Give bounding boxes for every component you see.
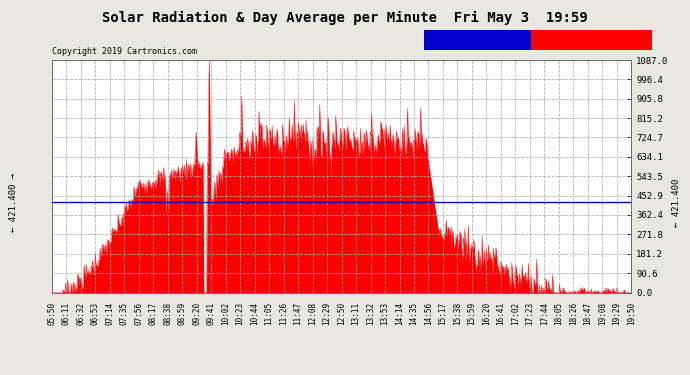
Text: 12:29: 12:29 (322, 302, 332, 325)
Text: 08:59: 08:59 (177, 302, 187, 325)
Text: Median  (W/m2): Median (W/m2) (440, 35, 515, 44)
Text: 06:53: 06:53 (90, 302, 100, 325)
Text: 18:47: 18:47 (583, 302, 593, 325)
Text: 17:44: 17:44 (540, 302, 549, 325)
Text: 16:41: 16:41 (496, 302, 506, 325)
Text: 10:23: 10:23 (235, 302, 245, 325)
Text: ← 421.400 →: ← 421.400 → (9, 173, 19, 232)
Text: 17:02: 17:02 (511, 302, 520, 325)
Text: ← 421.400: ← 421.400 (671, 178, 681, 226)
Text: 18:26: 18:26 (569, 302, 578, 325)
Text: 17:23: 17:23 (525, 302, 535, 325)
Text: 09:20: 09:20 (192, 302, 201, 325)
Text: 14:56: 14:56 (424, 302, 433, 325)
Text: 10:44: 10:44 (250, 302, 259, 325)
Text: 14:35: 14:35 (409, 302, 419, 325)
Text: 05:50: 05:50 (47, 302, 57, 325)
Text: 13:32: 13:32 (366, 302, 375, 325)
Text: 19:08: 19:08 (598, 302, 607, 325)
Text: 07:35: 07:35 (119, 302, 129, 325)
Text: Copyright 2019 Cartronics.com: Copyright 2019 Cartronics.com (52, 47, 197, 56)
Text: 16:20: 16:20 (482, 302, 491, 325)
Text: 18:05: 18:05 (554, 302, 564, 325)
Text: 07:56: 07:56 (134, 302, 144, 325)
Text: 15:59: 15:59 (467, 302, 477, 325)
Text: 07:14: 07:14 (105, 302, 115, 325)
Text: 12:50: 12:50 (337, 302, 346, 325)
Text: 10:02: 10:02 (221, 302, 230, 325)
Text: 11:26: 11:26 (279, 302, 288, 325)
Text: 06:32: 06:32 (76, 302, 86, 325)
Text: 11:05: 11:05 (264, 302, 274, 325)
Text: 15:17: 15:17 (438, 302, 448, 325)
Text: 09:41: 09:41 (206, 302, 216, 325)
Text: 12:08: 12:08 (308, 302, 317, 325)
Text: 08:38: 08:38 (163, 302, 172, 325)
Text: 08:17: 08:17 (148, 302, 158, 325)
Text: 13:11: 13:11 (351, 302, 361, 325)
Text: 15:38: 15:38 (453, 302, 462, 325)
Text: Solar Radiation & Day Average per Minute  Fri May 3  19:59: Solar Radiation & Day Average per Minute… (102, 11, 588, 26)
Text: 19:50: 19:50 (627, 302, 636, 325)
Text: 13:53: 13:53 (380, 302, 390, 325)
Text: Radiation  (W/m2): Radiation (W/m2) (546, 35, 638, 44)
Text: 11:47: 11:47 (293, 302, 303, 325)
Text: 19:29: 19:29 (612, 302, 622, 325)
Text: 14:14: 14:14 (395, 302, 404, 325)
Text: 06:11: 06:11 (61, 302, 71, 325)
